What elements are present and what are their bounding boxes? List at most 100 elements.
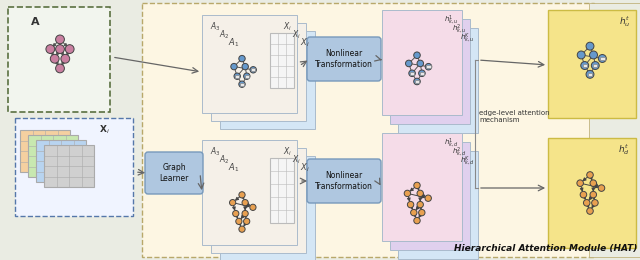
Circle shape [51,54,59,63]
Circle shape [244,218,250,224]
Circle shape [590,180,596,186]
Circle shape [231,63,237,70]
Circle shape [580,191,587,198]
Bar [44,145,94,187]
Bar [382,10,462,115]
Circle shape [239,81,245,87]
Text: $\mathbf{X}_i$: $\mathbf{X}_i$ [99,123,110,135]
Circle shape [587,172,593,178]
Text: $h^K_{k,u}$: $h^K_{k,u}$ [460,32,475,45]
Bar [202,140,297,245]
Circle shape [242,210,248,217]
Bar [220,156,315,260]
Bar [426,65,431,68]
Text: $X_i$: $X_i$ [292,28,301,41]
Bar [600,57,605,60]
Text: $X_i$: $X_i$ [292,153,301,166]
Circle shape [587,208,593,214]
Circle shape [230,199,236,206]
Text: $X_i$: $X_i$ [283,145,292,158]
Circle shape [586,70,594,78]
Bar [245,75,249,78]
Text: Graph
Learner: Graph Learner [159,163,189,183]
Circle shape [417,202,424,208]
Circle shape [586,42,594,50]
Circle shape [239,55,245,62]
Text: $h^t_u$: $h^t_u$ [618,14,630,29]
Circle shape [413,52,420,58]
Text: Hierarchical Attention Module (HAT): Hierarchical Attention Module (HAT) [454,244,637,253]
Text: $h^t_d$: $h^t_d$ [618,142,630,157]
Bar [420,72,424,75]
Circle shape [404,190,411,197]
Text: Nonlinear
Transformation: Nonlinear Transformation [315,171,373,191]
Text: $A_1$: $A_1$ [228,161,239,173]
Circle shape [250,204,256,210]
Bar [548,138,636,248]
Circle shape [425,195,431,202]
Text: $A_1$: $A_1$ [228,36,239,49]
FancyBboxPatch shape [307,37,381,81]
Bar [390,19,470,124]
Bar [588,73,592,76]
Circle shape [239,226,245,232]
Circle shape [61,54,70,63]
Bar [390,142,470,250]
Circle shape [598,55,606,62]
Bar [36,140,86,182]
FancyBboxPatch shape [145,152,203,194]
Bar [15,118,133,216]
Bar [211,148,306,253]
Circle shape [577,51,585,59]
Circle shape [411,209,417,216]
Circle shape [414,217,420,224]
Bar [410,72,414,75]
Text: $h^1_{k,d}$: $h^1_{k,d}$ [444,137,459,150]
Bar [582,64,587,67]
Circle shape [414,182,420,188]
Bar [142,3,594,257]
Bar [236,75,239,78]
Circle shape [56,35,65,44]
Bar [593,64,598,67]
Text: $X_i$: $X_i$ [300,161,310,173]
Bar [20,130,70,172]
Bar [398,151,478,259]
Circle shape [236,218,242,224]
Bar [398,28,478,133]
Circle shape [239,192,245,198]
Circle shape [419,209,425,216]
Text: $h^K_{k,d}$: $h^K_{k,d}$ [460,155,475,168]
Circle shape [65,45,74,54]
Circle shape [591,62,599,69]
Text: $\mathbf{A}$: $\mathbf{A}$ [30,15,40,27]
Circle shape [591,200,598,206]
Text: Nonlinear
Transformation: Nonlinear Transformation [315,49,373,69]
Bar [0,0,148,260]
Circle shape [584,200,590,206]
Bar [251,68,255,72]
Bar [240,83,244,86]
Bar [270,33,294,88]
Text: $h^2_{k,u}$: $h^2_{k,u}$ [452,23,467,36]
Circle shape [589,51,598,59]
Bar [270,158,294,223]
Bar [548,10,636,118]
Text: $h^2_{k,d}$: $h^2_{k,d}$ [452,146,467,159]
Bar [382,133,462,241]
Text: $h^1_{k,u}$: $h^1_{k,u}$ [444,14,459,27]
Circle shape [56,64,65,73]
Circle shape [406,60,412,67]
Bar [415,80,419,83]
Circle shape [580,62,589,69]
Bar [589,3,640,257]
Text: $A_3$: $A_3$ [210,145,221,158]
Circle shape [242,63,248,70]
Bar [28,135,78,177]
Text: edge-level attention
mechanism: edge-level attention mechanism [479,109,550,122]
Circle shape [409,70,415,76]
Circle shape [250,67,257,73]
Circle shape [413,78,420,85]
Circle shape [46,45,55,54]
Text: $A_3$: $A_3$ [210,20,221,32]
